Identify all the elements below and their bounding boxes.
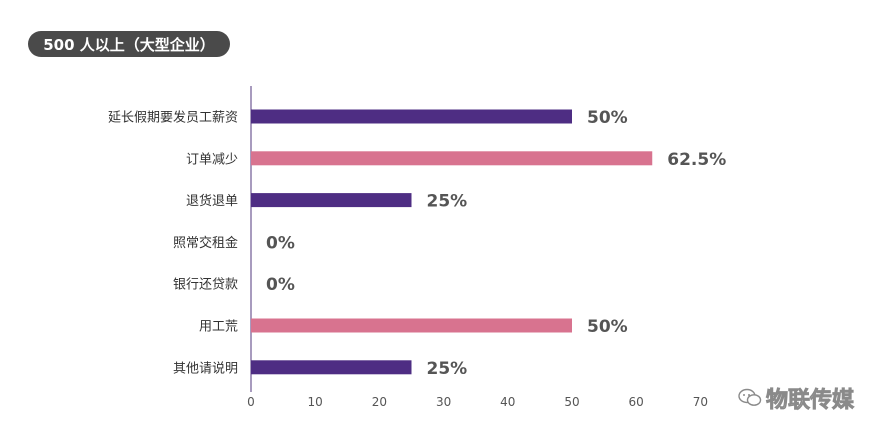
data-label: 0%: [266, 233, 295, 253]
x-tick-label: 10: [308, 395, 323, 409]
data-label: 25%: [427, 359, 468, 379]
bar: [251, 151, 653, 166]
bar: [251, 318, 572, 333]
x-tick-label: 50: [564, 395, 579, 409]
bar: [251, 109, 572, 124]
x-tick-label: 40: [500, 395, 515, 409]
chart-title: 500 人以上（大型企业）: [43, 35, 215, 54]
x-tick-label: 30: [436, 395, 451, 409]
category-label: 其他请说明: [173, 361, 238, 376]
chart-title-badge: 500 人以上（大型企业）: [28, 31, 230, 57]
category-label: 照常交租金: [173, 235, 238, 251]
data-label: 25%: [427, 192, 468, 212]
watermark: 物联传媒: [738, 383, 868, 413]
x-tick-label: 60: [629, 395, 644, 409]
category-label: 用工荒: [199, 320, 238, 335]
category-label: 订单减少: [186, 152, 238, 167]
data-label: 62.5%: [667, 150, 726, 170]
category-label: 延长假期要发员工薪资: [108, 110, 238, 126]
watermark-text: 物联传媒: [766, 388, 855, 414]
data-label: 50%: [587, 108, 628, 128]
data-label: 0%: [266, 275, 295, 295]
category-label: 退货退单: [186, 193, 238, 209]
bar: [251, 360, 412, 375]
x-tick-label: 20: [372, 395, 387, 409]
chat-bubble-icon: [738, 388, 762, 406]
data-label: 50%: [587, 317, 628, 337]
category-label: 银行还贷款: [173, 278, 238, 293]
x-tick-label: 0: [247, 395, 255, 409]
x-tick-label: 70: [693, 395, 708, 409]
bar: [251, 193, 412, 208]
